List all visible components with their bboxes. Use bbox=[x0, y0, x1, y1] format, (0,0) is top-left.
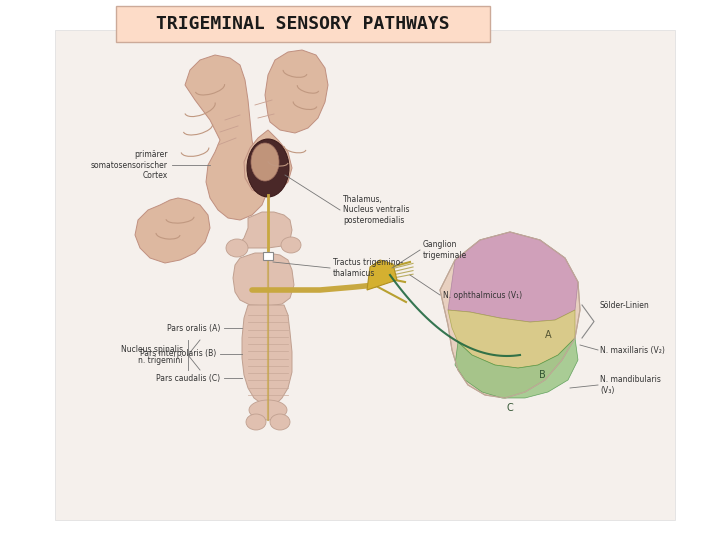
Text: primärer
somatosensorischer
Cortex: primärer somatosensorischer Cortex bbox=[91, 150, 168, 180]
Text: A: A bbox=[545, 330, 552, 340]
Text: N. ophthalmicus (V₁): N. ophthalmicus (V₁) bbox=[443, 291, 522, 300]
Text: B: B bbox=[539, 370, 545, 380]
Ellipse shape bbox=[246, 414, 266, 430]
Polygon shape bbox=[242, 305, 292, 406]
Bar bbox=[263, 252, 273, 260]
Polygon shape bbox=[230, 212, 292, 248]
Text: Nucleus spinalis
n. trigemini: Nucleus spinalis n. trigemini bbox=[121, 345, 183, 364]
Text: Pars caudalis (C): Pars caudalis (C) bbox=[156, 374, 220, 382]
Polygon shape bbox=[448, 310, 575, 368]
Ellipse shape bbox=[251, 143, 279, 181]
Text: Pars interpolaris (B): Pars interpolaris (B) bbox=[140, 349, 216, 359]
Polygon shape bbox=[135, 198, 210, 263]
Polygon shape bbox=[185, 55, 268, 220]
Text: Sölder-Linien: Sölder-Linien bbox=[600, 300, 649, 309]
Polygon shape bbox=[244, 130, 292, 195]
Text: TRIGEMINAL SENSORY PATHWAYS: TRIGEMINAL SENSORY PATHWAYS bbox=[156, 15, 450, 33]
Ellipse shape bbox=[226, 239, 248, 257]
Ellipse shape bbox=[270, 414, 290, 430]
Ellipse shape bbox=[281, 237, 301, 253]
Text: Pars oralis (A): Pars oralis (A) bbox=[166, 323, 220, 333]
Ellipse shape bbox=[247, 139, 289, 197]
Text: Tractus trigemino-
thalamicus: Tractus trigemino- thalamicus bbox=[333, 258, 403, 278]
FancyBboxPatch shape bbox=[116, 6, 490, 42]
Text: Ganglion
trigeminale: Ganglion trigeminale bbox=[423, 240, 467, 260]
Polygon shape bbox=[440, 232, 580, 398]
Polygon shape bbox=[367, 260, 397, 290]
Ellipse shape bbox=[249, 400, 287, 420]
Polygon shape bbox=[265, 50, 328, 133]
Polygon shape bbox=[448, 232, 578, 322]
FancyBboxPatch shape bbox=[55, 30, 675, 520]
Text: N. maxillaris (V₂): N. maxillaris (V₂) bbox=[600, 346, 665, 354]
Text: N. mandibularis
(V₃): N. mandibularis (V₃) bbox=[600, 375, 661, 395]
Text: C: C bbox=[507, 403, 513, 413]
Polygon shape bbox=[455, 338, 578, 398]
Text: Thalamus,
Nucleus ventralis
posteromedialis: Thalamus, Nucleus ventralis posteromedia… bbox=[343, 195, 410, 225]
Polygon shape bbox=[233, 253, 294, 306]
